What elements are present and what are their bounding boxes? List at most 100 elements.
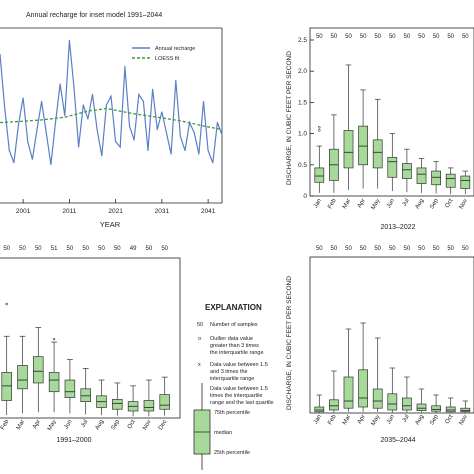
annual-recharge-point: [128, 125, 131, 127]
category-label: Oct: [127, 419, 137, 430]
x-tick-label: 2031: [155, 208, 170, 215]
x-label-2: and 3 times the: [210, 369, 248, 375]
x-label-1: Data value between 1.5: [210, 362, 268, 368]
count-symbol: 50: [197, 322, 203, 328]
y-tick-label: 0: [303, 193, 307, 200]
whisker-label-3: range and the last quartile: [210, 400, 274, 406]
box-series: 50Jan50Feb50Mar50Apr51May50Jun50Jul50Aug…: [0, 246, 170, 432]
annual-recharge-point: [165, 132, 168, 134]
category-label: May: [47, 419, 58, 432]
whisker-label-2: times the interquartile: [210, 393, 263, 399]
box-jun: [387, 133, 398, 192]
boxplot-2035-2044: DISCHARGE, IN CUBIC FEET PER SECOND 50 Ja…: [286, 246, 474, 444]
annual-recharge-point: [133, 139, 135, 141]
sample-count: 50: [374, 34, 381, 40]
annual-recharge-point: [78, 146, 80, 148]
box-sep: [431, 394, 441, 413]
box-aug: [416, 158, 427, 193]
box-jan: [314, 126, 325, 193]
box-iqr: [431, 405, 441, 412]
category-label: Jan: [313, 414, 323, 425]
outlier-point: [318, 126, 321, 129]
annual-recharge-point: [17, 123, 20, 125]
annual-recharge-point: [212, 162, 214, 164]
category-label: Mar: [342, 198, 352, 210]
annual-recharge-point: [207, 149, 209, 152]
annual-recharge-point: [101, 155, 103, 157]
box-mar: [343, 328, 354, 412]
annual-recharge-point: [184, 149, 186, 152]
sample-count: 51: [51, 246, 58, 252]
box-iqr: [159, 394, 170, 410]
sample-count: 50: [3, 246, 10, 252]
annual-recharge-point: [147, 149, 149, 152]
box-iqr: [33, 356, 44, 384]
annual-recharge-point: [73, 86, 75, 89]
annual-recharge-point: [161, 111, 163, 113]
category-label: May: [371, 198, 382, 211]
category-label: Nov: [458, 414, 469, 426]
outlier-symbol: o: [198, 336, 201, 342]
sample-count: 50: [345, 246, 352, 252]
explanation-heading: EXPLANATION: [205, 303, 262, 312]
annual-recharge-point: [179, 135, 181, 138]
outlier-label-3: the interquartile range: [210, 350, 264, 356]
sample-count: 50: [433, 246, 440, 252]
sample-count: 50: [389, 246, 396, 252]
box-iqr: [358, 369, 368, 408]
box-iqr: [445, 406, 456, 413]
category-label: Jan: [313, 198, 323, 209]
outlier-point: [318, 129, 321, 132]
panel-caption: 2035–2044: [380, 437, 415, 444]
box-jun: [64, 359, 76, 414]
sample-count: 50: [316, 34, 323, 40]
category-label: Feb: [327, 197, 338, 210]
box-apr: [33, 327, 44, 413]
annual-recharge-point: [105, 104, 107, 106]
annual-recharge-chart: Annual recharge for inset model 1991–204…: [0, 12, 223, 229]
annual-recharge-point: [138, 93, 140, 96]
annual-recharge-point: [8, 149, 10, 152]
sample-count: 50: [98, 246, 105, 252]
category-label: Aug: [95, 419, 106, 431]
box-iqr: [314, 406, 325, 413]
category-label: Mar: [16, 419, 26, 431]
category-label: Sep: [429, 197, 440, 210]
box-may: [372, 337, 383, 412]
sample-count: 50: [161, 246, 168, 252]
annual-recharge-point: [110, 95, 112, 97]
annual-recharge-point: [170, 153, 172, 155]
chart-title: Annual recharge for inset model 1991–204…: [26, 12, 162, 19]
category-label: Apr: [357, 414, 367, 425]
annual-recharge-point: [54, 121, 57, 124]
count-label: Number of samples: [210, 322, 258, 328]
category-label: Sep: [110, 418, 121, 431]
annual-recharge-point: [96, 128, 98, 131]
annual-recharge-point: [115, 141, 117, 143]
annual-recharge-point: [27, 141, 29, 143]
legend-label-annual-recharge: Annual recharge: [155, 46, 195, 52]
box-oct: [445, 167, 456, 195]
category-label: Sep: [429, 413, 440, 426]
annual-recharge-point: [175, 79, 177, 82]
series-lines: [0, 39, 223, 166]
box-nov: [460, 170, 471, 195]
annual-recharge-point: [202, 100, 205, 103]
box-aug: [416, 388, 427, 413]
outlier-label-2: greater than 3 times: [210, 343, 259, 349]
y-axis-label: DISCHARGE, IN CUBIC FEET PER SECOND: [286, 276, 293, 410]
category-label: Jun: [386, 414, 396, 425]
boxplot-1991-2000: 50Jan50Feb50Mar50Apr51May50Jun50Jul50Aug…: [0, 246, 181, 444]
box-iqr: [64, 379, 76, 398]
box-iqr: [460, 407, 471, 413]
annual-recharge-point: [13, 162, 15, 164]
x-tick-label: 2041: [201, 208, 216, 215]
box-may: [48, 337, 60, 413]
x-axis-label: YEAR: [100, 220, 121, 229]
annual-recharge-point: [36, 128, 38, 131]
explanation-legend: EXPLANATION 50 Number of samples o Outli…: [193, 303, 274, 470]
box-aug: [96, 379, 107, 416]
x-symbol: x: [198, 362, 201, 368]
annual-recharge-point: [198, 153, 200, 155]
y-axis-label: DISCHARGE, IN CUBIC FEET PER SECOND: [286, 51, 293, 185]
